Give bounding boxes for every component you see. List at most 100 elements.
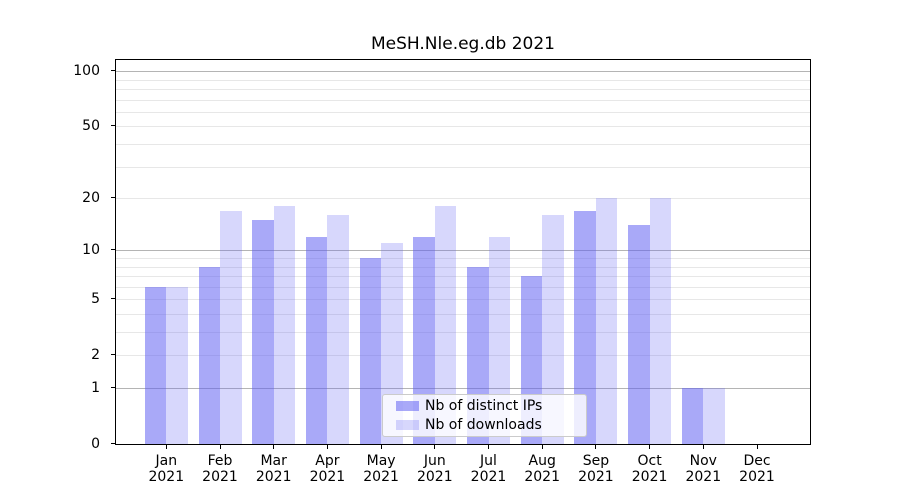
y-tick-label: 2 (91, 347, 100, 364)
x-tick-label: May 2021 (363, 453, 399, 485)
x-tick-label: Jan 2021 (148, 453, 184, 485)
x-tick (165, 445, 167, 449)
x-tick-label: Nov 2021 (685, 453, 721, 485)
y-gridline-minor (116, 100, 810, 101)
x-tick-label-month: Mar (260, 453, 287, 469)
x-tick-label: Dec 2021 (739, 453, 775, 485)
bar-distinct-ips (198, 266, 220, 444)
x-tick-label: Jul 2021 (471, 453, 507, 485)
legend-swatch-downloads (396, 419, 419, 430)
x-tick-label-year: 2021 (255, 469, 292, 485)
x-tick (541, 445, 543, 449)
bar-downloads (166, 286, 188, 444)
x-tick (219, 445, 221, 449)
y-gridline-minor (116, 89, 810, 90)
bar-distinct-ips (252, 220, 274, 444)
chart-title: MeSH.Nle.eg.db 2021 (370, 34, 555, 54)
y-gridline-minor (116, 258, 810, 259)
x-tick-label-year: 2021 (148, 469, 185, 485)
y-tick-label: 100 (73, 63, 100, 80)
x-tick-label-year: 2021 (470, 469, 507, 485)
x-tick (702, 445, 704, 449)
y-gridline-minor (116, 198, 810, 199)
x-tick-label-year: 2021 (685, 469, 722, 485)
x-tick-label: Oct 2021 (632, 453, 668, 485)
y-gridline-major (116, 71, 810, 72)
y-tick-label: 0 (91, 436, 100, 452)
x-tick-label-year: 2021 (309, 469, 346, 485)
y-gridline-minor (116, 276, 810, 277)
x-tick-label-year: 2021 (739, 469, 775, 485)
y-gridline-minor (116, 126, 810, 127)
bar-distinct-ips (305, 236, 328, 444)
x-tick (380, 445, 382, 449)
x-tick (273, 445, 275, 449)
x-tick-label-month: Apr (315, 453, 340, 469)
x-tick-label-month: Jul (480, 453, 497, 469)
x-tick-label-month: Jan (155, 453, 178, 469)
x-tick-label-year: 2021 (416, 469, 453, 485)
y-gridline-minor (116, 355, 810, 356)
legend: Nb of distinct IPs Nb of downloads (382, 394, 587, 437)
bar-downloads (434, 206, 457, 444)
legend-label-distinct-ips: Nb of distinct IPs (425, 398, 543, 415)
legend-swatch-distinct-ips (396, 401, 419, 412)
x-tick-label: Mar 2021 (256, 453, 292, 485)
x-tick-label: Aug 2021 (524, 453, 560, 485)
bar-distinct-ips (681, 388, 704, 444)
y-gridline-minor (116, 144, 810, 145)
x-tick-label-month: Oct (637, 453, 662, 469)
x-tick-label-month: Aug (528, 453, 556, 469)
plot-area: Nb of distinct IPs Nb of downloads (115, 59, 811, 445)
y-tick (111, 298, 115, 299)
x-tick-label-month: May (366, 453, 396, 469)
y-tick (111, 197, 115, 198)
bar-downloads (273, 206, 296, 444)
x-tick (649, 445, 651, 449)
x-tick-label: Feb 2021 (202, 453, 238, 485)
legend-row-downloads: Nb of downloads (396, 416, 580, 434)
x-tick-label-month: Dec (743, 453, 771, 469)
bar-downloads (327, 215, 349, 444)
bar-downloads (595, 198, 618, 444)
x-tick-label-year: 2021 (202, 469, 238, 485)
x-tick (326, 445, 328, 449)
y-gridline-minor (116, 287, 810, 288)
x-tick-label-month: Nov (689, 453, 717, 469)
x-tick-label-year: 2021 (578, 469, 614, 485)
legend-row-distinct-ips: Nb of distinct IPs (396, 397, 580, 415)
y-tick (111, 354, 115, 355)
bar-downloads (220, 210, 242, 444)
bars-layer (116, 60, 810, 444)
y-tick (111, 443, 115, 444)
bar-downloads (649, 198, 672, 444)
y-tick (111, 249, 115, 250)
y-gridline-major (116, 388, 810, 389)
y-gridline-minor (116, 332, 810, 333)
x-tick (756, 445, 758, 449)
y-tick-label: 50 (82, 118, 100, 135)
x-tick-label-year: 2021 (524, 469, 561, 485)
y-tick (111, 387, 115, 388)
bar-downloads (542, 215, 564, 444)
bar-distinct-ips (144, 286, 167, 444)
x-tick (595, 445, 597, 449)
y-gridline-minor (116, 112, 810, 113)
y-gridline-minor (116, 314, 810, 315)
bar-downloads (381, 243, 403, 444)
x-tick-label-month: Sep (582, 453, 610, 469)
y-tick (111, 70, 115, 71)
grid-layer (116, 60, 810, 444)
bar-downloads (488, 236, 510, 444)
x-tick (488, 445, 489, 449)
bar-distinct-ips (628, 225, 650, 444)
bar-distinct-ips (413, 236, 435, 444)
y-gridline-minor (116, 299, 810, 300)
x-tick-label: Sep 2021 (578, 453, 614, 485)
x-tick-label: Apr 2021 (310, 453, 346, 485)
legend-label-downloads: Nb of downloads (425, 416, 542, 433)
bar-distinct-ips (359, 258, 382, 444)
y-tick (111, 125, 115, 126)
x-tick-label: Jun 2021 (417, 453, 453, 485)
